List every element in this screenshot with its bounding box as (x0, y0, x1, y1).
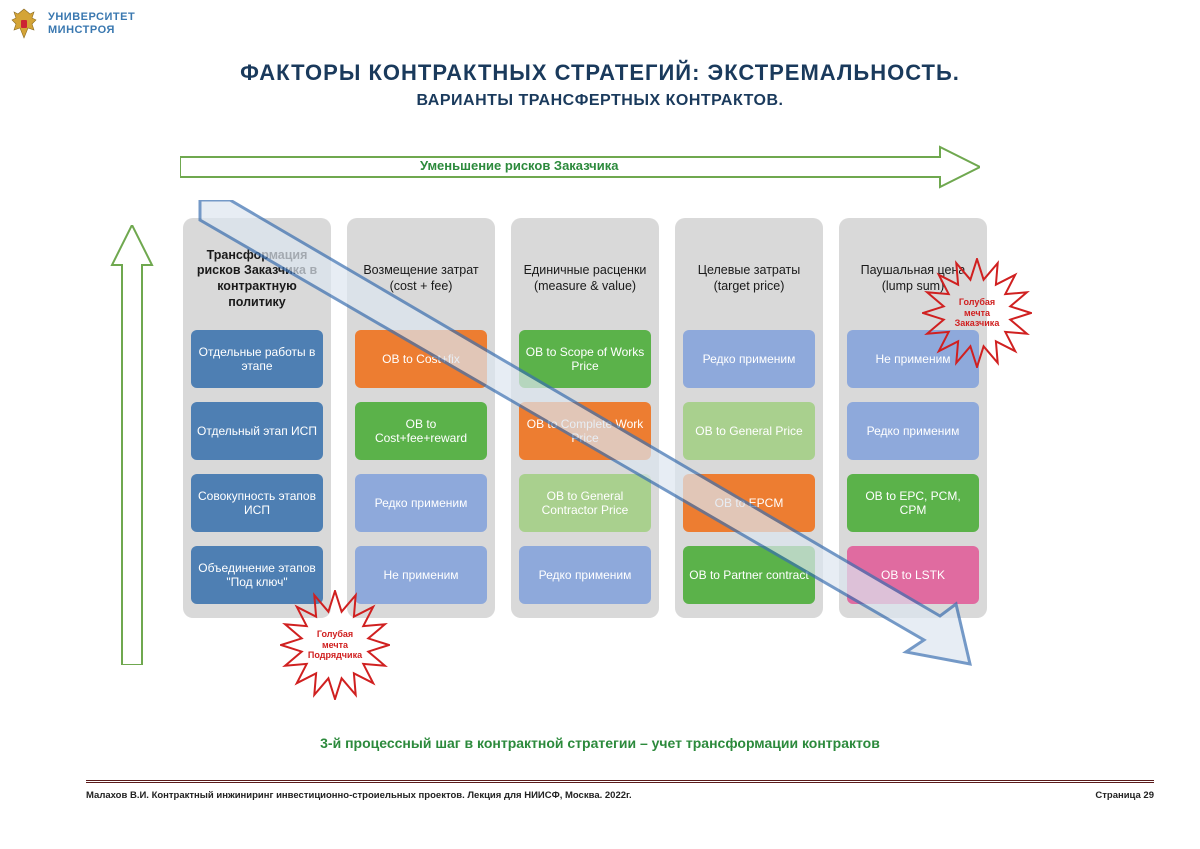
title-main: ФАКТОРЫ КОНТРАКТНЫХ СТРАТЕГИЙ: ЭКСТРЕМАЛ… (0, 60, 1200, 86)
title-block: ФАКТОРЫ КОНТРАКТНЫХ СТРАТЕГИЙ: ЭКСТРЕМАЛ… (0, 60, 1200, 110)
matrix-cell: Отдельный этап ИСП (191, 402, 323, 460)
matrix-cell: OB to Complete Work Price (519, 402, 651, 460)
matrix-cell: Отдельные работы в этапе (191, 330, 323, 388)
matrix-cell: OB to LSTK (847, 546, 979, 604)
footer-left: Малахов В.И. Контрактный инжиниринг инве… (86, 790, 632, 801)
eagle-icon (8, 6, 40, 42)
columns-container: Трансформация рисков Заказчика в контрак… (183, 218, 987, 618)
matrix-cell: Не применим (847, 330, 979, 388)
logo-line2: МИНСТРОЯ (48, 24, 135, 37)
column-header: Единичные расценки (measure & value) (519, 228, 651, 330)
matrix-cell: OB to Cost+fee+reward (355, 402, 487, 460)
column: Паушальная цена (lump sum)Не применим Ред… (839, 218, 987, 618)
column: Трансформация рисков Заказчика в контрак… (183, 218, 331, 618)
column: Возмещение затрат (cost + fee)OB to Cost… (347, 218, 495, 618)
matrix-cell: OB to EPC, PCM, CPM (847, 474, 979, 532)
matrix-cell: Редко применим (355, 474, 487, 532)
column-header: Целевые затраты (target price) (683, 228, 815, 330)
column-header: Возмещение затрат (cost + fee) (355, 228, 487, 330)
matrix-cell: Объединение этапов "Под ключ" (191, 546, 323, 604)
logo: УНИВЕРСИТЕТ МИНСТРОЯ (8, 6, 135, 42)
logo-line1: УНИВЕРСИТЕТ (48, 11, 135, 24)
column: Единичные расценки (measure & value)OB t… (511, 218, 659, 618)
column: Целевые затраты (target price)Редко прим… (675, 218, 823, 618)
matrix-cell: Редко применим (519, 546, 651, 604)
column-header: Паушальная цена (lump sum) (847, 228, 979, 330)
matrix-cell: OB to Partner contract (683, 546, 815, 604)
matrix-cell: OB to General Price (683, 402, 815, 460)
bottom-note: 3-й процессный шаг в контрактной стратег… (0, 735, 1200, 751)
starburst-label: ГолубаямечтаПодрядчика (308, 629, 362, 660)
footer-rule (86, 780, 1154, 783)
matrix-cell: OB to General Contractor Price (519, 474, 651, 532)
column-header: Трансформация рисков Заказчика в контрак… (191, 228, 323, 330)
matrix-cell: Не применим (355, 546, 487, 604)
matrix-cell: Совокупность этапов ИСП (191, 474, 323, 532)
title-sub: ВАРИАНТЫ ТРАНСФЕРТНЫХ КОНТРАКТОВ. (0, 92, 1200, 110)
h-axis-label: Уменьшение рисков Заказчика (420, 158, 618, 173)
matrix-cell: Редко применим (683, 330, 815, 388)
matrix-cell: OB to Scope of Works Price (519, 330, 651, 388)
footer-right: Страница 29 (1095, 790, 1154, 801)
matrix-cell: Редко применим (847, 402, 979, 460)
matrix-cell: OB to Cost+fix (355, 330, 487, 388)
vertical-axis-arrow (110, 225, 155, 665)
matrix-cell: OB to EPCM (683, 474, 815, 532)
